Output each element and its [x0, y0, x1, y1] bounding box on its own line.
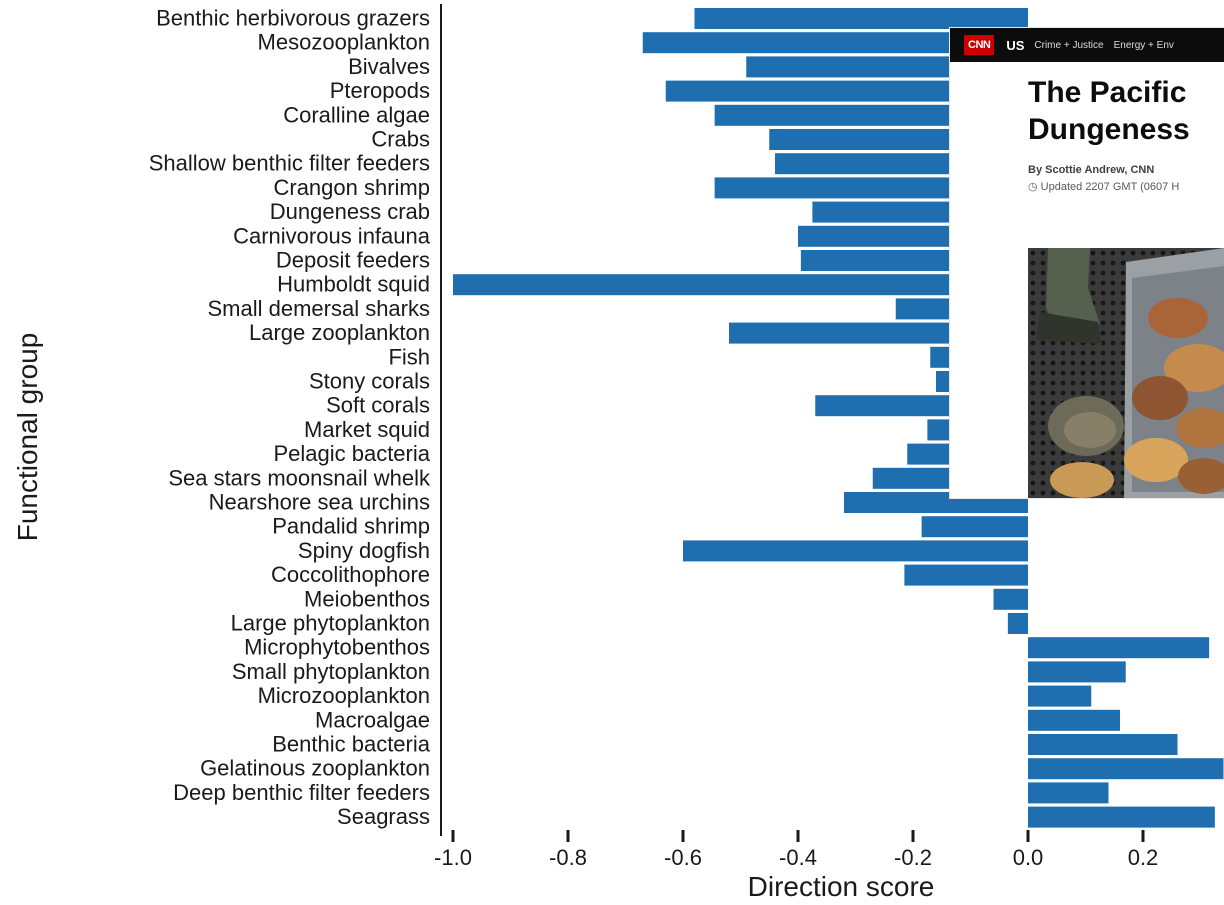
- category-label: Bivalves: [348, 54, 430, 79]
- bar-deep-benthic-filter-feeders: [1028, 782, 1109, 804]
- nav-item-crime-justice[interactable]: Crime + Justice: [1034, 39, 1104, 51]
- updated-text: Updated 2207 GMT (0607 H: [1040, 181, 1180, 193]
- category-label: Coralline algae: [283, 102, 430, 127]
- category-labels: Benthic herbivorous grazersMesozooplankt…: [149, 6, 431, 830]
- bar-benthic-herbivorous-grazers: [694, 8, 1028, 29]
- x-tick-label: -0.6: [664, 845, 702, 870]
- x-axis-title: Direction score: [748, 871, 935, 902]
- cnn-article-overlay[interactable]: CNN US Crime + Justice Energy + Env The …: [950, 28, 1224, 498]
- category-label: Deep benthic filter feeders: [173, 780, 430, 805]
- x-tick-label: -0.4: [779, 845, 817, 870]
- category-label: Benthic bacteria: [272, 732, 431, 757]
- x-tick-label: -1.0: [434, 845, 472, 870]
- clock-icon: ◷: [1028, 181, 1038, 193]
- headline-line-2: Dungeness: [1028, 113, 1190, 146]
- bar-coralline-algae: [714, 104, 1028, 126]
- category-label: Macroalgae: [315, 707, 430, 732]
- category-label: Market squid: [304, 417, 430, 442]
- category-label: Small demersal sharks: [207, 296, 430, 321]
- category-label: Small phytoplankton: [232, 659, 430, 684]
- category-label: Stony corals: [309, 369, 430, 394]
- category-label: Meiobenthos: [304, 586, 430, 611]
- x-tick-label: -0.8: [549, 845, 587, 870]
- category-label: Nearshore sea urchins: [209, 490, 430, 515]
- x-tick-label: 0.0: [1013, 845, 1044, 870]
- category-label: Fish: [388, 344, 430, 369]
- bar-microzooplankton: [1028, 685, 1092, 707]
- category-label: Spiny dogfish: [298, 538, 430, 563]
- bar-benthic-bacteria: [1028, 734, 1178, 755]
- y-axis-title: Functional group: [12, 333, 43, 542]
- headline-line-1: The Pacific: [1028, 76, 1187, 109]
- cnn-logo[interactable]: CNN: [964, 35, 995, 55]
- bar-seagrass: [1028, 806, 1215, 828]
- category-label: Carnivorous infauna: [233, 223, 431, 248]
- x-tick-label: 0.2: [1128, 845, 1159, 870]
- category-label: Sea stars moonsnail whelk: [168, 465, 431, 490]
- category-label: Pandalid shrimp: [272, 514, 430, 539]
- bar-mesozooplankton: [642, 32, 1028, 54]
- x-tick-labels: -1.0 -0.8 -0.6 -0.4 -0.2 0.0 0.2: [434, 845, 1158, 870]
- category-label: Benthic herbivorous grazers: [156, 6, 430, 31]
- bar-crangon-shrimp: [714, 177, 1028, 199]
- category-label: Pteropods: [330, 78, 430, 103]
- category-label: Humboldt squid: [277, 272, 430, 297]
- category-label: Crangon shrimp: [273, 175, 430, 200]
- article-updated: ◷ Updated 2207 GMT (0607 H: [1028, 180, 1224, 193]
- bar-meiobenthos: [993, 588, 1028, 610]
- category-label: Seagrass: [337, 804, 430, 829]
- bar-gelatinous-zooplankton: [1028, 758, 1224, 780]
- cnn-top-bar: CNN US Crime + Justice Energy + Env: [950, 28, 1224, 62]
- article-photo-crabs: [1028, 248, 1224, 498]
- bar-pteropods: [665, 80, 1028, 102]
- category-label: Large phytoplankton: [231, 611, 430, 636]
- category-label: Mesozooplankton: [258, 30, 430, 55]
- category-label: Coccolithophore: [271, 562, 430, 587]
- bar-humboldt-squid: [453, 274, 1028, 296]
- category-label: Gelatinous zooplankton: [200, 756, 430, 781]
- bar-pandalid-shrimp: [921, 516, 1028, 538]
- x-tick-label: -0.2: [894, 845, 932, 870]
- bar-microphytobenthos: [1028, 637, 1210, 659]
- category-label: Microzooplankton: [258, 683, 430, 708]
- category-label: Large zooplankton: [249, 320, 430, 345]
- category-label: Pelagic bacteria: [273, 441, 430, 466]
- nav-section-us[interactable]: US: [1006, 37, 1025, 53]
- category-label: Microphytobenthos: [244, 635, 430, 660]
- category-label: Deposit feeders: [276, 248, 430, 273]
- axes: [440, 4, 1145, 842]
- category-label: Shallow benthic filter feeders: [149, 151, 430, 176]
- bar-large-phytoplankton: [1007, 613, 1028, 634]
- bar-spiny-dogfish: [683, 540, 1028, 562]
- bar-small-phytoplankton: [1028, 661, 1126, 683]
- category-label: Crabs: [371, 127, 430, 152]
- nav-item-energy-env[interactable]: Energy + Env: [1113, 39, 1174, 51]
- article-headline[interactable]: The Pacific Dungeness: [1028, 74, 1224, 148]
- article-byline: By Scottie Andrew, CNN: [1028, 164, 1155, 176]
- bar-macroalgae: [1028, 709, 1120, 731]
- category-label: Dungeness crab: [270, 199, 430, 224]
- bar-coccolithophore: [904, 564, 1028, 586]
- category-label: Soft corals: [326, 393, 430, 418]
